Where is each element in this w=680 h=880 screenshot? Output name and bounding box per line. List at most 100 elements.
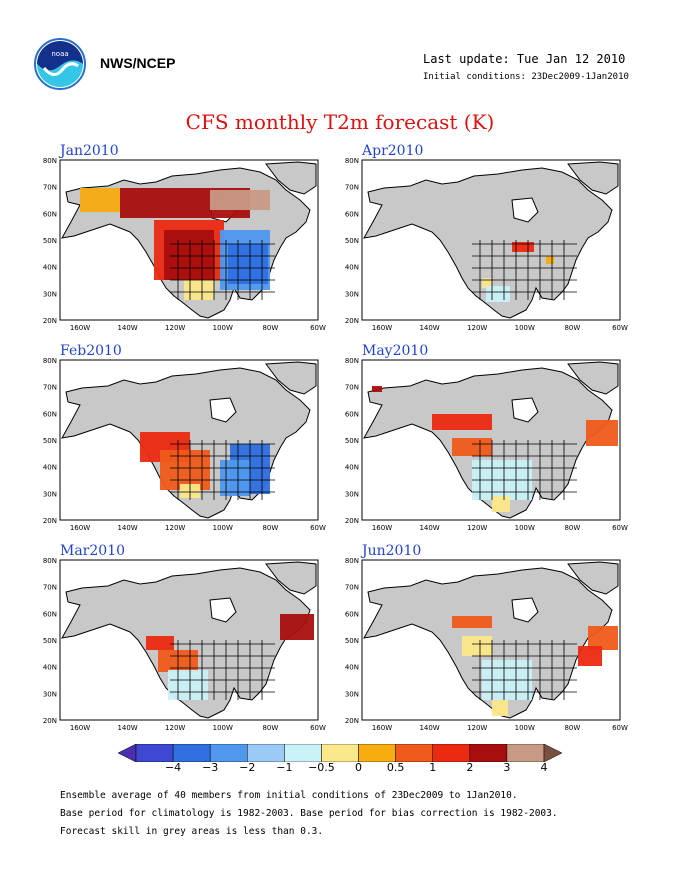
lon-tick-label: 60W [612, 724, 628, 732]
colorbar-segment [321, 744, 359, 762]
lat-tick-label: 50N [43, 237, 57, 245]
lon-tick-label: 160W [372, 324, 392, 332]
lon-tick-label: 100W [515, 324, 535, 332]
lat-tick-label: 80N [345, 557, 359, 565]
lon-tick-label: 60W [612, 524, 628, 532]
lat-tick-label: 60N [345, 610, 359, 618]
lon-tick-label: 120W [165, 324, 185, 332]
lat-tick-label: 60N [345, 410, 359, 418]
colorbar-tick-label: 0.5 [386, 761, 405, 774]
lon-tick-label: 140W [117, 524, 137, 532]
lon-tick-label: 100W [213, 324, 233, 332]
colorbar-segment [432, 744, 471, 762]
panel-label-jun2010: Jun2010 [362, 543, 422, 559]
colorbar-high-arrow [543, 744, 562, 762]
colorbar-tick-label: 0 [355, 761, 363, 774]
map-panel-jan2010: 80N 70N 60N 50N 40N 30N 20N 160W 140W 120W 100W 80W… [43, 157, 326, 332]
svg-text:noaa: noaa [51, 50, 68, 58]
lat-tick-label: 60N [43, 210, 57, 218]
lat-tick-label: 40N [43, 464, 57, 472]
lat-tick-label: 30N [345, 690, 359, 698]
lon-tick-label: 160W [372, 724, 392, 732]
lat-tick-label: 20N [345, 717, 359, 725]
lat-tick-label: 70N [345, 184, 359, 192]
lon-tick-label: 60W [612, 324, 628, 332]
lat-tick-label: 80N [345, 357, 359, 365]
lat-tick-label: 30N [43, 690, 57, 698]
lat-tick-label: 80N [43, 357, 57, 365]
colorbar-tick-label: −0.5 [308, 761, 335, 774]
lon-tick-label: 100W [515, 724, 535, 732]
colorbar-tick-label: 4 [540, 761, 548, 774]
lat-tick-label: 30N [43, 290, 57, 298]
noaa-logo: noaa [34, 38, 86, 90]
lat-tick-label: 40N [345, 464, 359, 472]
lon-tick-label: 80W [564, 724, 580, 732]
lat-tick-label: 40N [345, 664, 359, 672]
lat-tick-label: 20N [43, 317, 57, 325]
colorbar-segment [247, 744, 285, 762]
colorbar-segment [209, 744, 248, 762]
lat-tick-label: 20N [345, 317, 359, 325]
lat-tick-label: 50N [43, 437, 57, 445]
colorbar [118, 744, 562, 762]
panel-label-jan2010: Jan2010 [60, 143, 119, 159]
panel-label-mar2010: Mar2010 [60, 543, 126, 559]
lat-tick-label: 80N [345, 157, 359, 165]
colorbar-low-arrow [118, 744, 137, 762]
lat-tick-label: 80N [43, 557, 57, 565]
lon-tick-label: 140W [419, 324, 439, 332]
initial-conditions: Initial conditions: 23Dec2009-1Jan2010 [423, 72, 629, 82]
map-panel-mar2010: 80N 70N 60N 50N 40N 30N 20N 160W 140W 120W 100W 80W… [43, 557, 326, 732]
lon-tick-label: 80W [262, 324, 278, 332]
lon-tick-label: 80W [262, 724, 278, 732]
panel-label-feb2010: Feb2010 [60, 343, 122, 359]
lat-tick-label: 60N [345, 210, 359, 218]
lat-tick-label: 20N [345, 517, 359, 525]
lon-tick-label: 60W [310, 724, 326, 732]
page-title: CFS monthly T2m forecast (K) [185, 110, 495, 134]
lat-tick-label: 50N [345, 637, 359, 645]
lon-tick-label: 60W [310, 324, 326, 332]
colorbar-tick-label: 1 [429, 761, 437, 774]
lat-tick-label: 50N [43, 637, 57, 645]
map-panel-jun2010: 80N 70N 60N 50N 40N 30N 20N 160W 140W 120W 100W 80W… [345, 557, 628, 732]
lon-tick-label: 160W [372, 524, 392, 532]
lat-tick-label: 60N [43, 610, 57, 618]
lat-tick-label: 60N [43, 410, 57, 418]
colorbar-tick-label: −3 [202, 761, 219, 774]
colorbar-tick-label: −1 [276, 761, 293, 774]
lon-tick-label: 140W [419, 524, 439, 532]
lat-tick-label: 30N [345, 290, 359, 298]
lon-tick-label: 80W [564, 324, 580, 332]
lat-tick-label: 20N [43, 517, 57, 525]
colorbar-segment [395, 744, 433, 762]
lat-tick-label: 40N [43, 264, 57, 272]
map-panel-may2010: 80N 70N 60N 50N 40N 30N 20N 160W 140W 120W 100W 80W… [345, 357, 628, 532]
lat-tick-label: 70N [43, 384, 57, 392]
lon-tick-label: 160W [70, 524, 90, 532]
lon-tick-label: 140W [419, 724, 439, 732]
lon-tick-label: 100W [213, 524, 233, 532]
colorbar-tick-label: −4 [164, 761, 182, 774]
lon-tick-label: 160W [70, 724, 90, 732]
lon-tick-label: 80W [262, 524, 278, 532]
lon-tick-label: 160W [70, 324, 90, 332]
colorbar-segment [284, 744, 322, 762]
lat-tick-label: 30N [43, 490, 57, 498]
org-label: NWS/NCEP [100, 55, 176, 71]
map-panel-feb2010: 80N 70N 60N 50N 40N 30N 20N 160W 140W 120W 100W 80W… [43, 357, 326, 532]
lon-tick-label: 140W [117, 724, 137, 732]
colorbar-tick-label: 2 [466, 761, 474, 774]
lat-tick-label: 70N [345, 384, 359, 392]
colorbar-segment [469, 744, 508, 762]
panel-label-apr2010: Apr2010 [362, 143, 424, 159]
lon-tick-label: 120W [467, 324, 487, 332]
colorbar-labels: −4 −3 −2 −1 −0.5 0 0.5 1 2 3 4 [0, 761, 680, 777]
lon-tick-label: 100W [515, 524, 535, 532]
lon-tick-label: 100W [213, 724, 233, 732]
lat-tick-label: 80N [43, 157, 57, 165]
lat-tick-label: 20N [43, 717, 57, 725]
lon-tick-label: 60W [310, 524, 326, 532]
colorbar-segment [135, 744, 174, 762]
